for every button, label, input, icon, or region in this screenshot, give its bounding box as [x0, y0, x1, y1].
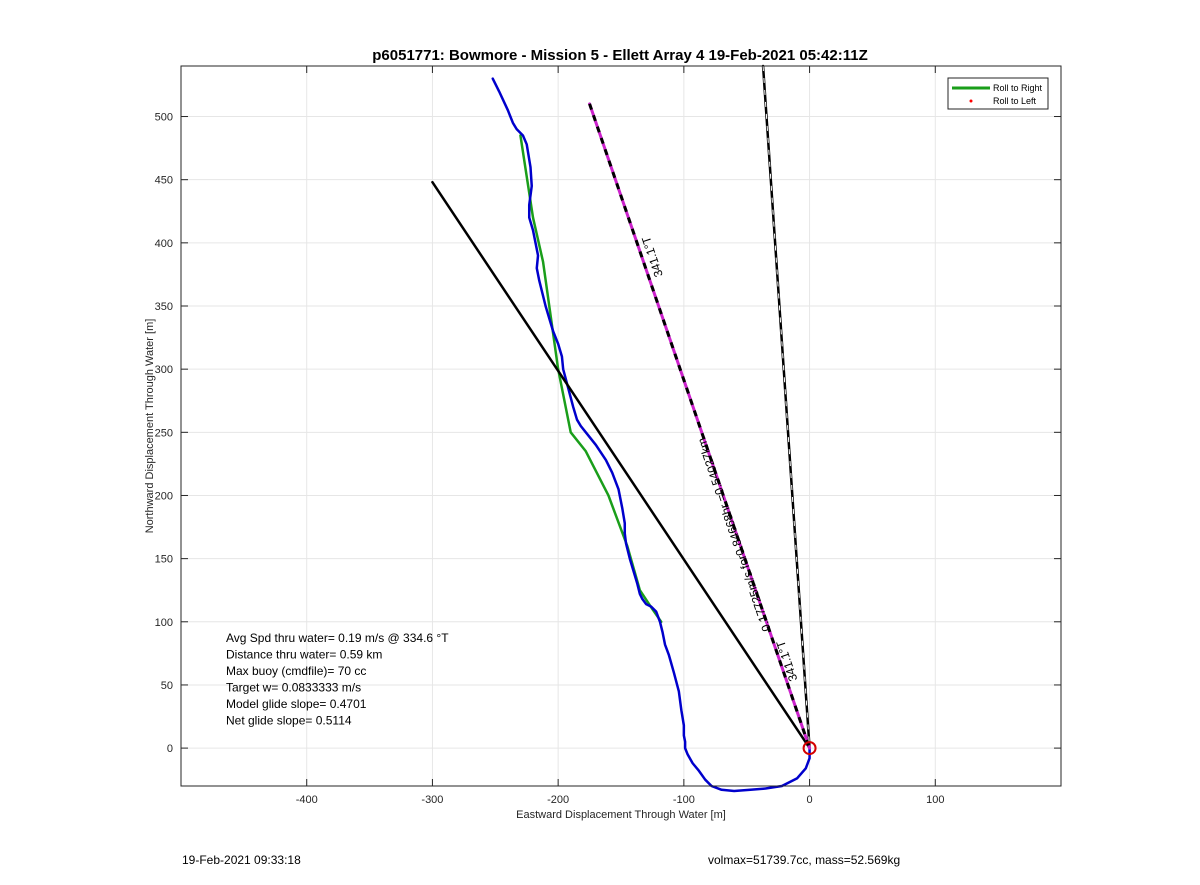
y-tick-label: 100 — [155, 617, 173, 629]
y-axis-label: Northward Displacement Through Water [m] — [144, 319, 156, 534]
axes-box — [180, 65, 1062, 787]
legend-roll-right-label: Roll to Right — [993, 83, 1043, 93]
x-axis-label: Eastward Displacement Through Water [m] — [516, 809, 726, 821]
footer-volmax-mass: volmax=51739.7cc, mass=52.569kg — [708, 853, 901, 867]
stat-line: Avg Spd thru water= 0.19 m/s @ 334.6 °T — [226, 631, 449, 645]
x-tick-label: 100 — [926, 794, 944, 806]
x-tick-label: -200 — [547, 794, 569, 806]
legend-roll-left-label: Roll to Left — [993, 96, 1037, 106]
legend-roll-left-swatch — [969, 99, 973, 103]
y-tick-label: 400 — [155, 238, 173, 250]
x-tick-label: 0 — [807, 794, 813, 806]
stat-line: Target w= 0.0833333 m/s — [226, 681, 361, 695]
series-track-line — [491, 77, 811, 793]
series-bearing-line-short — [761, 64, 811, 750]
y-tick-label: 450 — [155, 175, 173, 187]
stat-line: Distance thru water= 0.59 km — [226, 648, 382, 662]
stat-line: Max buoy (cmdfile)= 70 cc — [226, 664, 366, 678]
series-layer — [431, 64, 817, 793]
legend-box — [947, 77, 1049, 110]
gridlines — [181, 66, 1061, 786]
chart-title: p6051771: Bowmore - Mission 5 - Ellett A… — [372, 47, 867, 64]
annotation-label: 0.17725m/s for0.84668hr =0.54027km — [695, 436, 774, 633]
axis-ticks: -400 -300 -200 -100 0 100 0 50 100 150 200 250 300 35… — [155, 66, 1061, 806]
legend: Roll to Right Roll to Left — [947, 77, 1049, 110]
y-tick-label: 50 — [161, 680, 173, 692]
stat-line: Model glide slope= 0.4701 — [226, 697, 367, 711]
stat-line: Net glide slope= 0.5114 — [226, 714, 352, 728]
x-tick-label: -300 — [421, 794, 443, 806]
annotation-label: 341.1°T — [773, 638, 800, 683]
series-bearing-line-long — [431, 180, 811, 750]
origin-marker — [802, 741, 817, 756]
y-tick-label: 0 — [167, 743, 173, 755]
y-tick-label: 500 — [155, 112, 173, 124]
y-tick-label: 200 — [155, 490, 173, 502]
x-tick-label: -400 — [296, 794, 318, 806]
series-roll-right-segment — [519, 134, 663, 624]
annotations: 341.1°T 0.17725m/s for0.84668hr =0.54027k… — [639, 234, 801, 683]
y-tick-label: 150 — [155, 554, 173, 566]
heading-line-dash — [588, 103, 811, 749]
y-tick-label: 350 — [155, 301, 173, 313]
y-tick-label: 300 — [155, 364, 173, 376]
y-tick-label: 250 — [155, 427, 173, 439]
x-tick-label: -100 — [673, 794, 695, 806]
stats-block: Avg Spd thru water= 0.19 m/s @ 334.6 °T D… — [226, 631, 449, 728]
footer-timestamp: 19-Feb-2021 09:33:18 — [182, 853, 301, 867]
